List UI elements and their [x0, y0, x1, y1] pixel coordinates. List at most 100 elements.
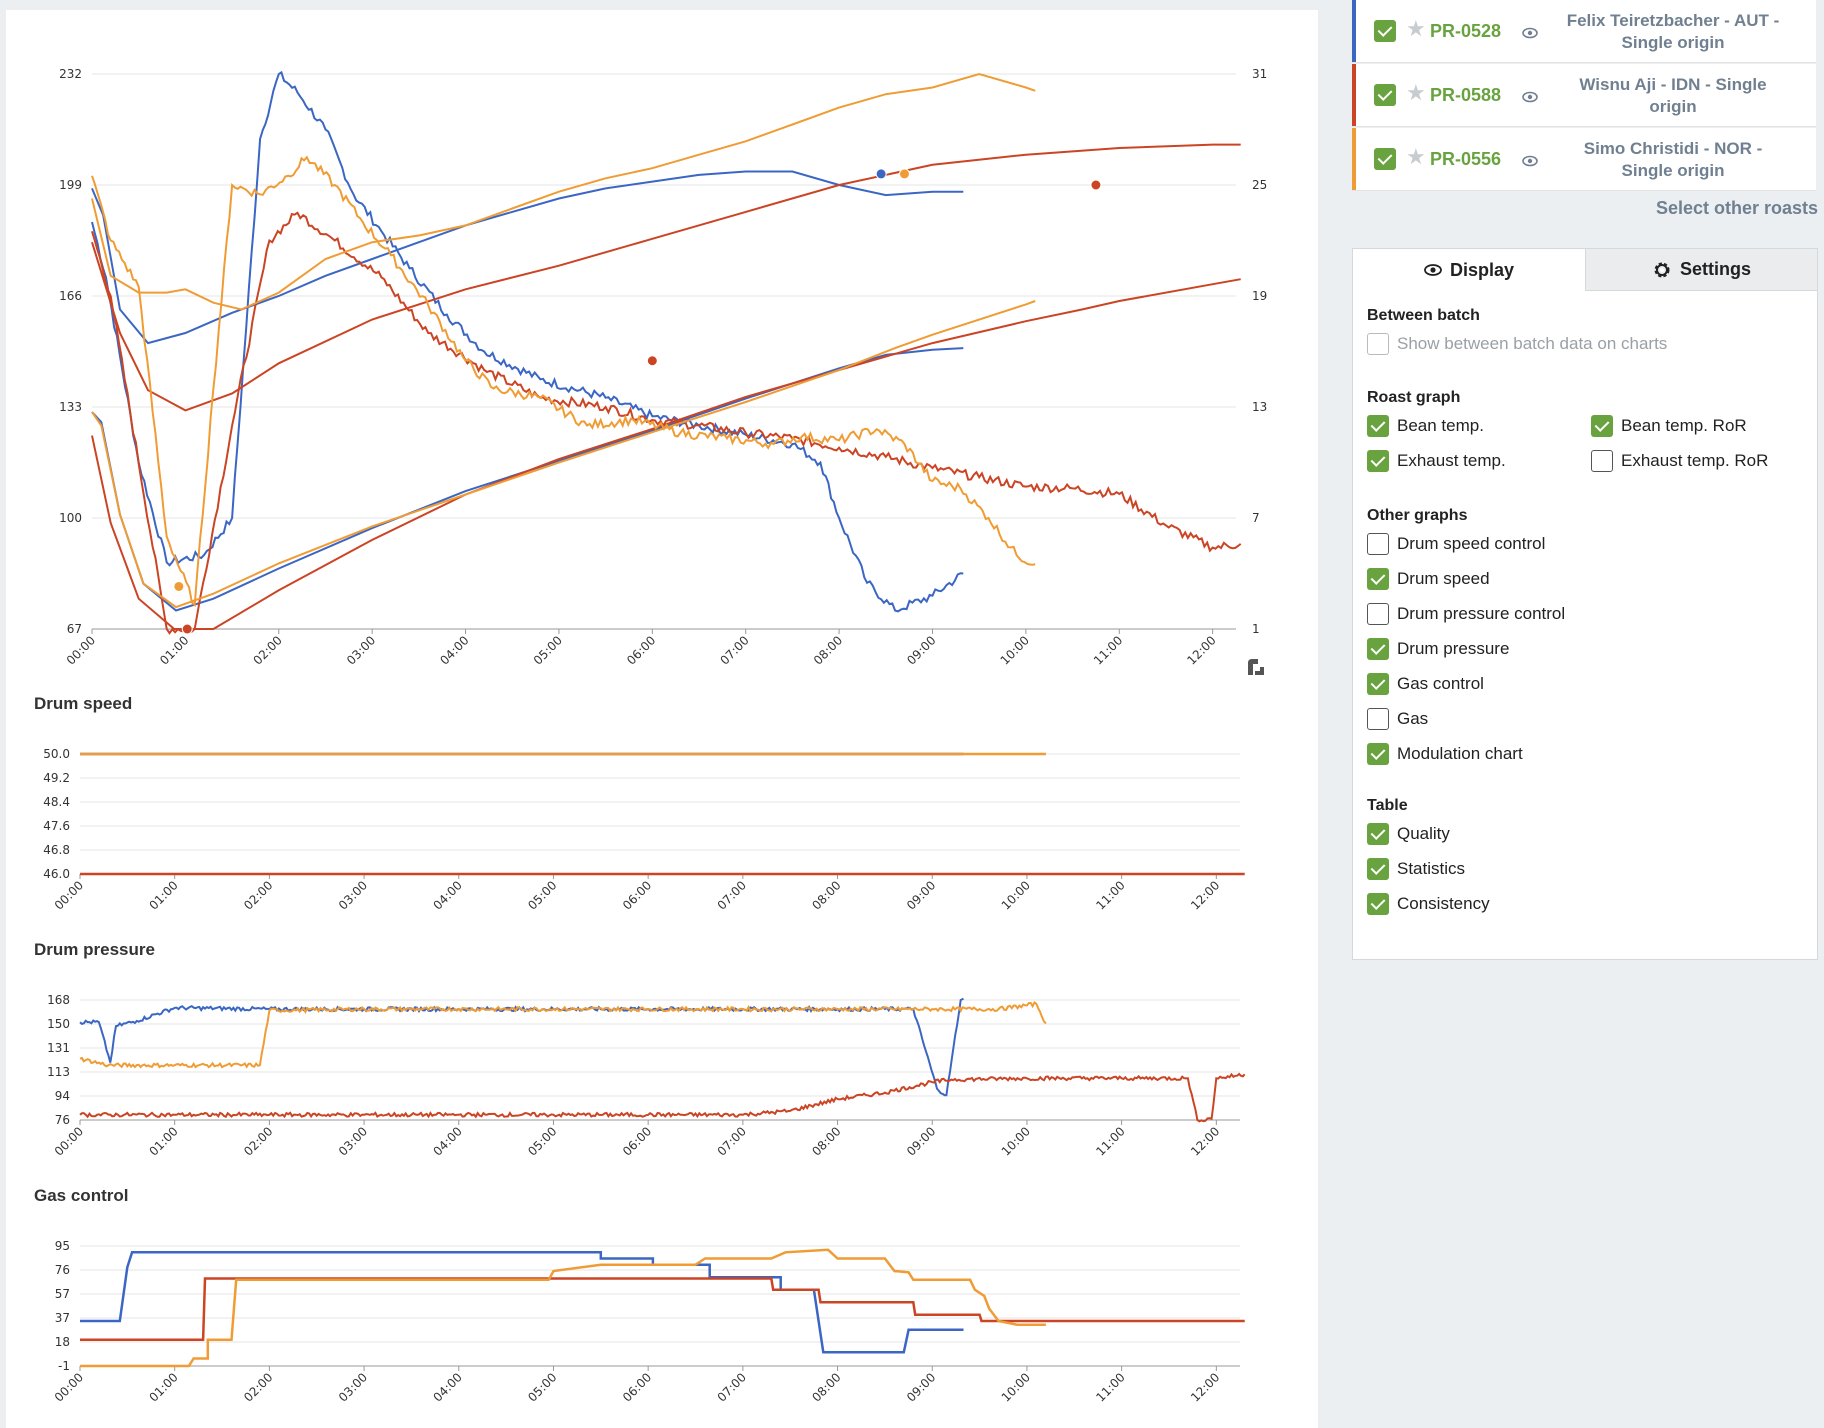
- checkbox[interactable]: [1367, 893, 1389, 915]
- y-tick-label: 113: [47, 1065, 70, 1079]
- gas-control-chart: 95 76 57 37 18 -100:00 01:00 02:00 03:00 04:00 05:…: [52, 1239, 1245, 1405]
- y-tick-label: 166: [59, 289, 82, 303]
- checkbox[interactable]: [1367, 673, 1389, 695]
- series-line-pr-0528: [80, 1251, 964, 1354]
- option-modulation-chart[interactable]: Modulation chart: [1367, 743, 1523, 765]
- option-between-batch[interactable]: Show between batch data on charts: [1367, 333, 1667, 355]
- roast-code[interactable]: PR-0528: [1430, 21, 1502, 41]
- checkbox[interactable]: [1591, 415, 1613, 437]
- x-tick-label: 09:00: [904, 633, 938, 667]
- select-other-roasts-link[interactable]: Select other roasts: [1655, 198, 1818, 218]
- checkbox[interactable]: [1367, 743, 1389, 765]
- option-bean-temp-ror[interactable]: Bean temp. RoR: [1591, 415, 1747, 437]
- roast-checkbox[interactable]: [1374, 84, 1396, 106]
- x-tick-label: 06:00: [620, 1124, 654, 1158]
- drum-speed-chart: 50.0 49.2 48.4 47.6 46.8 46.000:00 01:00 02:00 0…: [43, 747, 1245, 913]
- y-tick-label: 76: [55, 1263, 70, 1277]
- roast-item-pr-0556: ★ PR-0556 Simo Christidi - NOR - Single o…: [1352, 128, 1816, 191]
- x-tick-label: 00:00: [52, 1370, 86, 1404]
- eye-icon: [1424, 264, 1442, 276]
- event-marker: [1090, 179, 1102, 191]
- x-tick-label: 08:00: [809, 1124, 843, 1158]
- checkbox[interactable]: [1367, 450, 1389, 472]
- option-exhaust-temp[interactable]: Exhaust temp.: [1367, 450, 1506, 472]
- y-tick-label: 199: [59, 178, 82, 192]
- option-exhaust-temp-ror[interactable]: Exhaust temp. RoR: [1591, 450, 1768, 472]
- roast-code[interactable]: PR-0588: [1430, 85, 1502, 105]
- checkbox[interactable]: [1367, 568, 1389, 590]
- y-tick-label: 48.4: [43, 795, 70, 809]
- option-quality[interactable]: Quality: [1367, 823, 1450, 845]
- x-tick-label: 00:00: [52, 878, 86, 912]
- checkbox[interactable]: [1367, 333, 1389, 355]
- x-tick-label: 10:00: [998, 633, 1032, 667]
- roast-item-pr-0588: ★ PR-0588 Wisnu Aji - IDN - Single origin: [1352, 64, 1816, 127]
- x-tick-label: 11:00: [1091, 633, 1125, 667]
- series-line-pr-0588: [80, 1277, 1245, 1342]
- y-tick-label: 131: [47, 1041, 70, 1055]
- roast-color-bar: [1352, 128, 1356, 190]
- y-tick-label: 57: [55, 1287, 70, 1301]
- eye-icon[interactable]: [1522, 154, 1538, 172]
- roast-checkbox[interactable]: [1374, 148, 1396, 170]
- star-icon[interactable]: ★: [1406, 80, 1426, 105]
- roast-name: Simo Christidi - NOR - Single origin: [1583, 139, 1763, 180]
- option-consistency[interactable]: Consistency: [1367, 893, 1490, 915]
- checkbox[interactable]: [1367, 533, 1389, 555]
- x-tick-label: 10:00: [999, 1370, 1033, 1404]
- roast-code[interactable]: PR-0556: [1430, 149, 1502, 169]
- x-tick-label: 01:00: [146, 1124, 180, 1158]
- y-right-tick-label: 13: [1252, 400, 1267, 414]
- x-tick-label: 05:00: [531, 633, 565, 667]
- x-tick-label: 02:00: [241, 1370, 275, 1404]
- y-tick-label: 232: [59, 67, 82, 81]
- drum-pressure-title: Drum pressure: [34, 940, 155, 959]
- checkbox[interactable]: [1367, 708, 1389, 730]
- option-gas[interactable]: Gas: [1367, 708, 1428, 730]
- roast-item-pr-0528: ★ PR-0528 Felix Teiretzbacher - AUT - Sin…: [1352, 0, 1816, 63]
- tab-display-label: Display: [1449, 259, 1515, 280]
- option-statistics[interactable]: Statistics: [1367, 858, 1465, 880]
- checkbox[interactable]: [1367, 823, 1389, 845]
- zoom-reset-icon[interactable]: [1245, 655, 1267, 682]
- section-between-batch: Between batch: [1367, 307, 1480, 324]
- star-icon[interactable]: ★: [1406, 16, 1426, 41]
- series-line-pr-0556: [91, 72, 1036, 311]
- checkbox[interactable]: [1367, 415, 1389, 437]
- roast-name: Wisnu Aji - IDN - Single origin: [1579, 75, 1767, 116]
- event-marker: [646, 355, 658, 367]
- checkbox[interactable]: [1367, 858, 1389, 880]
- tab-display[interactable]: Display: [1353, 249, 1585, 291]
- checkbox[interactable]: [1367, 603, 1389, 625]
- x-tick-label: 00:00: [52, 1124, 86, 1158]
- option-gas-control[interactable]: Gas control: [1367, 673, 1484, 695]
- x-tick-label: 02:00: [241, 878, 275, 912]
- series-line-pr-0528: [79, 997, 964, 1097]
- x-tick-label: 02:00: [241, 1124, 275, 1158]
- y-tick-label: 46.0: [43, 867, 70, 881]
- y-tick-label: 100: [59, 511, 82, 525]
- series-line-pr-0588: [91, 143, 1241, 412]
- x-tick-label: 12:00: [1188, 1370, 1222, 1404]
- checkbox[interactable]: [1591, 450, 1613, 472]
- eye-icon[interactable]: [1522, 26, 1538, 44]
- series-line-pr-0556: [91, 300, 1036, 609]
- option-bean-temp[interactable]: Bean temp.: [1367, 415, 1484, 437]
- tab-settings[interactable]: Settings: [1585, 249, 1817, 291]
- y-tick-label: 150: [47, 1017, 70, 1031]
- y-tick-label: 46.8: [43, 843, 70, 857]
- checkbox[interactable]: [1367, 638, 1389, 660]
- star-icon[interactable]: ★: [1406, 144, 1426, 169]
- option-drum-pressure[interactable]: Drum pressure: [1367, 638, 1509, 660]
- eye-icon[interactable]: [1522, 90, 1538, 108]
- option-drum-pressure-control[interactable]: Drum pressure control: [1367, 603, 1565, 625]
- x-tick-label: 11:00: [1093, 1370, 1127, 1404]
- option-drum-speed-control[interactable]: Drum speed control: [1367, 533, 1545, 555]
- x-tick-label: 03:00: [336, 1124, 370, 1158]
- roast-color-bar: [1352, 64, 1356, 126]
- option-drum-speed[interactable]: Drum speed: [1367, 568, 1490, 590]
- x-tick-label: 05:00: [525, 1124, 559, 1158]
- roast-checkbox[interactable]: [1374, 20, 1396, 42]
- charts-panel: [6, 10, 1318, 1428]
- y-tick-label: 67: [67, 622, 82, 636]
